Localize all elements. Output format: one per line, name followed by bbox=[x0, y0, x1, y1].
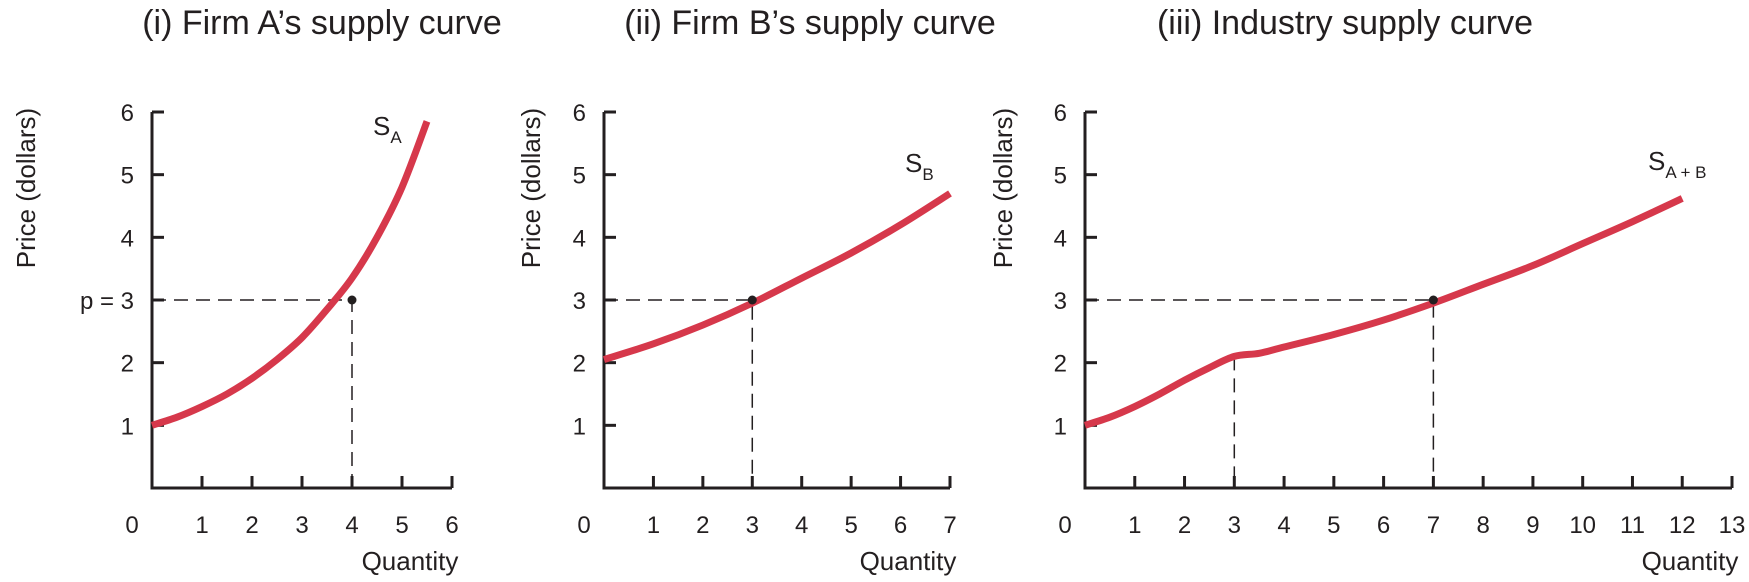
curve-label: SA bbox=[373, 111, 402, 147]
x-tick-label: 7 bbox=[1427, 512, 1440, 539]
x-tick-label: 5 bbox=[1327, 512, 1340, 539]
y-axis-label: Price (dollars) bbox=[988, 108, 1018, 268]
x-tick-label: 5 bbox=[844, 512, 857, 539]
x-tick-label: 4 bbox=[345, 512, 358, 539]
y-tick-label: 4 bbox=[1054, 225, 1067, 252]
x-tick-label: 0 bbox=[125, 512, 138, 539]
y-tick-label: 3 bbox=[573, 288, 586, 315]
y-tick-label: 1 bbox=[573, 413, 586, 440]
x-tick-label: 6 bbox=[1377, 512, 1390, 539]
supply-curve bbox=[152, 121, 427, 425]
equilibrium-guide bbox=[152, 300, 352, 488]
x-tick-label: 6 bbox=[445, 512, 458, 539]
x-tick-label: 4 bbox=[1277, 512, 1290, 539]
equilibrium-point bbox=[1429, 296, 1438, 305]
x-tick-label: 9 bbox=[1526, 512, 1539, 539]
supply-curve bbox=[1085, 198, 1682, 425]
x-tick-label: 2 bbox=[1178, 512, 1191, 539]
x-tick-label: 0 bbox=[577, 512, 590, 539]
x-tick-label: 1 bbox=[647, 512, 660, 539]
x-tick-label: 1 bbox=[195, 512, 208, 539]
x-tick-label: 7 bbox=[943, 512, 956, 539]
x-axis-label: Quantity bbox=[860, 546, 957, 576]
y-tick-label: 5 bbox=[121, 163, 134, 190]
x-tick-label: 3 bbox=[1228, 512, 1241, 539]
panel-industry: (iii) Industry supply curve Price (dolla… bbox=[988, 4, 1745, 576]
x-tick-label: 12 bbox=[1669, 512, 1696, 539]
y-tick-label: 4 bbox=[121, 225, 134, 252]
equilibrium-point bbox=[348, 296, 357, 305]
panel-title: (iii) Industry supply curve bbox=[1157, 4, 1533, 42]
x-tick-label: 3 bbox=[295, 512, 308, 539]
x-tick-label: 13 bbox=[1719, 512, 1746, 539]
x-tick-label: 5 bbox=[395, 512, 408, 539]
y-tick-label: 5 bbox=[573, 163, 586, 190]
y-tick-label: 6 bbox=[1054, 100, 1067, 127]
x-tick-label: 2 bbox=[245, 512, 258, 539]
y-tick-label: 6 bbox=[573, 100, 586, 127]
x-axis-label: Quantity bbox=[362, 546, 459, 576]
x-axis-label: Quantity bbox=[1642, 546, 1739, 576]
y-tick-label: 1 bbox=[121, 413, 134, 440]
y-tick-label: 5 bbox=[1054, 163, 1067, 190]
y-axis-label: Price (dollars) bbox=[516, 108, 546, 268]
y-tick-label: p = 3 bbox=[80, 288, 134, 315]
equilibrium-guide bbox=[604, 300, 752, 488]
panel-title: (ii) Firm B’s supply curve bbox=[624, 4, 996, 42]
equilibrium-point bbox=[748, 296, 757, 305]
y-tick-label: 2 bbox=[1054, 351, 1067, 378]
y-tick-label: 2 bbox=[121, 351, 134, 378]
panel-title: (i) Firm A’s supply curve bbox=[142, 4, 502, 42]
x-tick-label: 11 bbox=[1620, 512, 1645, 539]
curve-label: SA + B bbox=[1648, 146, 1706, 182]
y-tick-label: 4 bbox=[573, 225, 586, 252]
x-tick-label: 6 bbox=[894, 512, 907, 539]
y-tick-label: 2 bbox=[573, 351, 586, 378]
x-tick-label: 2 bbox=[696, 512, 709, 539]
panel-firm-b: (ii) Firm B’s supply curve Price (dollar… bbox=[516, 4, 996, 576]
curve-label: SB bbox=[905, 148, 934, 184]
y-tick-label: 6 bbox=[121, 100, 134, 127]
x-tick-label: 3 bbox=[746, 512, 759, 539]
panel-firm-a: (i) Firm A’s supply curve Price (dollars… bbox=[11, 4, 502, 576]
x-tick-label: 0 bbox=[1058, 512, 1071, 539]
y-tick-label: 3 bbox=[1054, 288, 1067, 315]
supply-curve bbox=[604, 193, 950, 359]
x-tick-label: 4 bbox=[795, 512, 808, 539]
x-tick-label: 8 bbox=[1476, 512, 1489, 539]
y-tick-label: 1 bbox=[1054, 413, 1067, 440]
x-tick-label: 1 bbox=[1128, 512, 1141, 539]
equilibrium-guide bbox=[1085, 300, 1433, 488]
y-axis-label: Price (dollars) bbox=[11, 108, 41, 268]
x-tick-label: 10 bbox=[1569, 512, 1596, 539]
